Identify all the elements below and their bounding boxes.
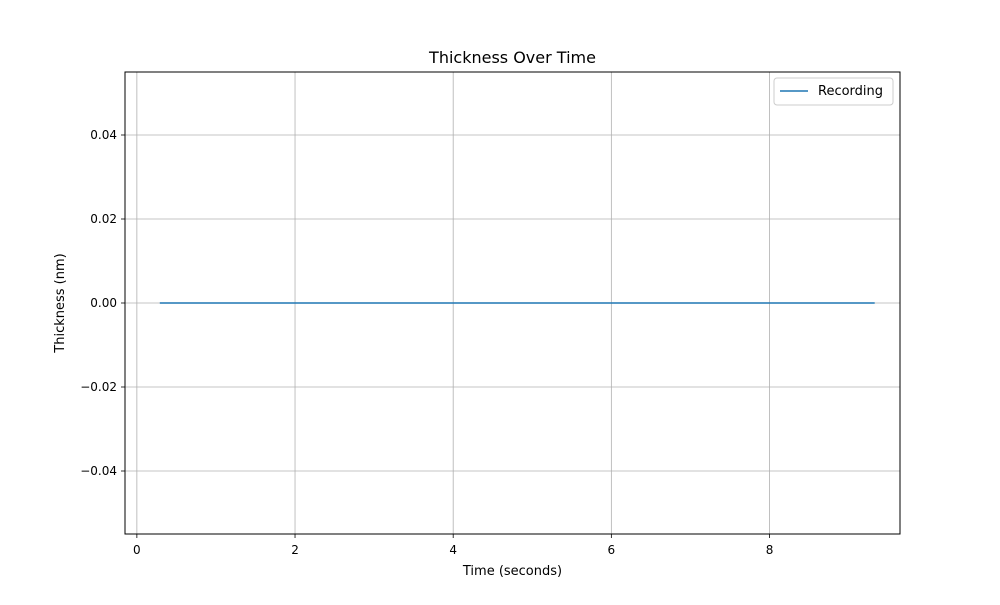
y-axis-label: Thickness (nm) [53, 253, 68, 353]
ticks-layer: 0 2 4 6 8 0.04 0.02 0.00 −0.02 −0.04 [80, 128, 773, 557]
chart-title: Thickness Over Time [428, 48, 596, 67]
x-tick-label: 0 [133, 543, 141, 557]
y-tick-label: −0.04 [80, 464, 117, 478]
x-tick-label: 4 [449, 543, 457, 557]
y-tick-label: 0.00 [90, 296, 117, 310]
x-tick-label: 8 [766, 543, 774, 557]
legend-label-recording: Recording [818, 84, 883, 99]
legend-box [773, 77, 894, 106]
y-tick-label: −0.02 [80, 380, 117, 394]
y-tick-label: 0.04 [90, 128, 117, 142]
x-tick-label: 2 [291, 543, 299, 557]
y-tick-label: 0.02 [90, 212, 117, 226]
x-axis-label: Time (seconds) [462, 564, 562, 579]
x-tick-label: 6 [608, 543, 616, 557]
legend: Recording [773, 77, 894, 106]
